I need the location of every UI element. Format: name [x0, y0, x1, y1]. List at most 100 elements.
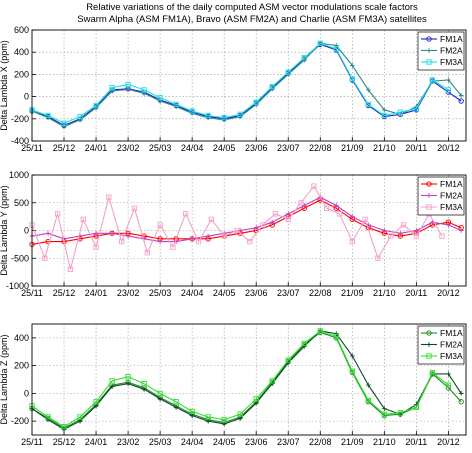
- data-point-fm3a: [157, 390, 163, 397]
- x-tick-label: 21/09: [341, 288, 364, 298]
- data-point-fm3a: [381, 112, 387, 119]
- legend-label-fm1a: FM1A: [440, 179, 463, 189]
- x-tick-label: 20/11: [405, 437, 427, 447]
- data-point-fm2a: [173, 404, 179, 410]
- panel-2: -1000 -500 0 500 1000 25/11 25/12 24/01 23/02 25/…: [0, 170, 467, 298]
- plot-area-3: [32, 324, 466, 435]
- data-point-fm3a: [362, 216, 368, 223]
- legend-marker-fm2a: [426, 342, 432, 347]
- data-point-fm2a: [301, 203, 307, 208]
- data-point-fm2a: [458, 390, 464, 396]
- x-tick-label: 21/09: [341, 143, 364, 153]
- data-point-fm3a: [144, 250, 150, 256]
- data-point-fm3a: [170, 244, 176, 250]
- data-point-fm3a: [141, 87, 147, 93]
- data-point-fm3a: [157, 95, 163, 101]
- data-point-fm3a: [109, 378, 115, 384]
- data-point-fm3a: [106, 194, 112, 200]
- data-point-fm3a: [445, 87, 452, 93]
- y-tick-label: -1000: [6, 281, 29, 291]
- data-point-fm2a: [381, 406, 387, 412]
- data-point-fm3a: [189, 108, 195, 114]
- x-tick-label: 23/07: [277, 288, 300, 298]
- x-tick-label: 24/01: [85, 288, 108, 298]
- data-point-fm3a: [349, 76, 355, 82]
- x-tick-label: 24/05: [213, 437, 236, 447]
- data-point-fm2a: [349, 353, 355, 359]
- data-point-fm3a: [429, 77, 436, 83]
- series-line-fm3a: [31, 185, 443, 270]
- x-tick-label: 23/02: [117, 288, 140, 298]
- x-tick-label: 20/12: [437, 143, 460, 153]
- y-tick-label: 1000: [9, 170, 29, 180]
- data-point-fm3a: [157, 222, 163, 228]
- data-point-fm3a: [259, 222, 266, 228]
- data-point-fm3a: [93, 102, 99, 109]
- x-tick-label: 24/05: [213, 143, 236, 153]
- data-point-fm3a: [253, 396, 259, 402]
- data-point-fm1a: [458, 98, 464, 104]
- data-point-fm3a: [413, 233, 420, 239]
- data-point-fm2a: [381, 107, 387, 113]
- legend-label-fm2a: FM2A: [440, 46, 463, 56]
- data-point-fm2a: [77, 117, 83, 123]
- plot-area-1: [32, 30, 466, 141]
- x-tick-label: 20/11: [405, 288, 427, 298]
- data-point-fm2a: [301, 343, 307, 349]
- data-point-fm3a: [285, 216, 291, 223]
- data-point-fm3a: [253, 99, 259, 105]
- data-point-fm3a: [333, 46, 339, 52]
- data-point-fm3a: [141, 381, 147, 387]
- x-tick-label: 22/08: [309, 143, 332, 153]
- series-line-fm2a: [31, 42, 462, 128]
- x-tick-label: 20/11: [405, 143, 427, 153]
- data-point-fm3a: [413, 106, 420, 112]
- y-tick-label: -400: [11, 136, 29, 146]
- legend-label-fm1a: FM1A: [440, 328, 463, 338]
- data-point-fm3a: [205, 414, 211, 420]
- series-line-fm1a: [31, 43, 462, 127]
- data-point-fm2a: [109, 230, 115, 236]
- x-tick-label: 24/04: [181, 288, 204, 298]
- x-tick-label: 25/12: [53, 437, 76, 447]
- data-point-fm3a: [375, 255, 381, 261]
- data-point-fm3a: [119, 238, 125, 245]
- y-tick-label: 0: [24, 226, 29, 236]
- data-point-fm2a: [61, 427, 67, 432]
- data-point-fm3a: [349, 238, 355, 245]
- panel-3: -200 0 200 400 25/11 25/12 24/01 23/02 25/03 24/0…: [0, 323, 467, 447]
- series-line-fm1a: [31, 331, 462, 429]
- data-point-fm3a: [54, 211, 61, 217]
- x-tick-label: 24/05: [213, 288, 236, 298]
- data-point-fm2a: [45, 417, 51, 423]
- data-point-fm2a: [445, 222, 451, 228]
- data-point-fm3a: [221, 233, 227, 239]
- data-point-fm3a: [173, 399, 179, 405]
- data-point-fm2a: [349, 63, 355, 68]
- data-point-fm3a: [269, 378, 275, 384]
- chart-title-line1: Relative variations of the daily compute…: [86, 2, 418, 13]
- data-point-fm3a: [237, 411, 243, 417]
- data-point-fm3a: [93, 399, 99, 405]
- x-tick-label: 23/07: [277, 437, 300, 447]
- axes-frame-2: [31, 174, 467, 287]
- data-point-fm2a: [413, 228, 419, 233]
- data-point-fm3a: [365, 101, 371, 108]
- data-point-fm2a: [397, 230, 403, 236]
- series-group-1: [29, 40, 464, 129]
- x-tick-label: 23/02: [117, 143, 140, 153]
- x-tick-label: 23/06: [245, 143, 268, 153]
- y-tick-label: -200: [11, 416, 29, 426]
- legend-label-fm1a: FM1A: [440, 34, 463, 44]
- legend-marker-fm3a: [426, 59, 432, 65]
- legend-label-fm3a: FM3A: [440, 202, 463, 212]
- data-point-fm3a: [336, 211, 343, 217]
- data-point-fm2a: [141, 90, 147, 96]
- data-point-fm3a: [365, 397, 371, 403]
- y-tick-label: 0: [24, 92, 29, 102]
- series-group-2: [29, 183, 464, 272]
- data-point-fm2a: [189, 236, 195, 242]
- y-tick-label: -500: [11, 253, 29, 263]
- x-tick-label: 23/07: [277, 143, 300, 153]
